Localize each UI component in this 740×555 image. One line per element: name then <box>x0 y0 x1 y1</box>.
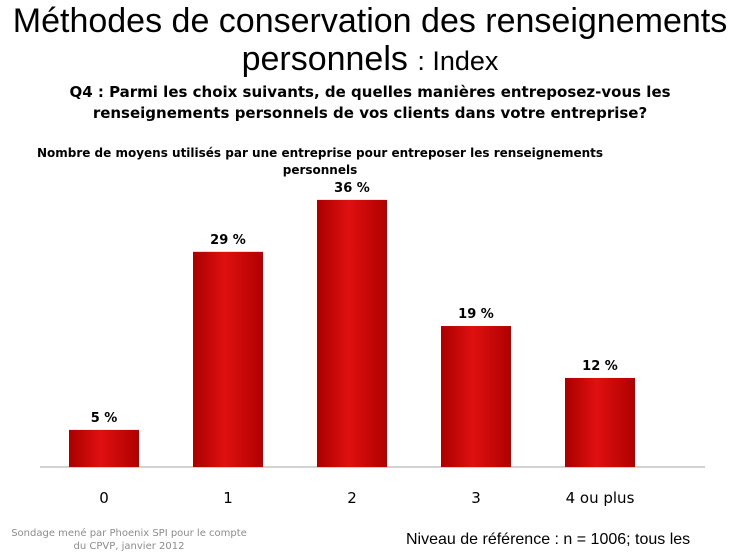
data-label: 36 % <box>334 181 370 196</box>
source-note: Sondage mené par Phoenix SPI pour le com… <box>11 528 247 552</box>
data-label: 19 % <box>458 307 494 322</box>
x-tick-label: 2 <box>347 489 357 507</box>
chart-title: Nombre de moyens utilisés par une entrep… <box>36 146 604 177</box>
x-tick-label: 4 ou plus <box>566 489 635 507</box>
bars-group: 5 % 0 29 % 1 36 % 2 19 % 3 12 % 4 ou plus <box>69 181 635 507</box>
slide-title-main: Méthodes de conservation des renseigneme… <box>12 2 728 78</box>
bar-0 <box>69 429 139 467</box>
slide-title-suffix: : Index <box>417 46 499 76</box>
bar-3 <box>441 326 511 467</box>
x-tick-label: 1 <box>223 489 233 507</box>
data-label: 29 % <box>210 233 246 248</box>
bar-2 <box>317 199 387 467</box>
x-tick-label: 0 <box>99 489 109 507</box>
data-label: 5 % <box>91 411 118 426</box>
bar-4-ou-plus <box>565 377 635 467</box>
x-tick-label: 3 <box>471 489 481 507</box>
data-label: 12 % <box>582 359 618 374</box>
bar-1 <box>193 251 263 467</box>
slide-title: Méthodes de conservation des renseigneme… <box>0 2 740 80</box>
survey-question: Q4 : Parmi les choix suivants, de quelle… <box>69 83 671 122</box>
base-note: Niveau de référence : n = 1006; tous les <box>406 531 691 548</box>
